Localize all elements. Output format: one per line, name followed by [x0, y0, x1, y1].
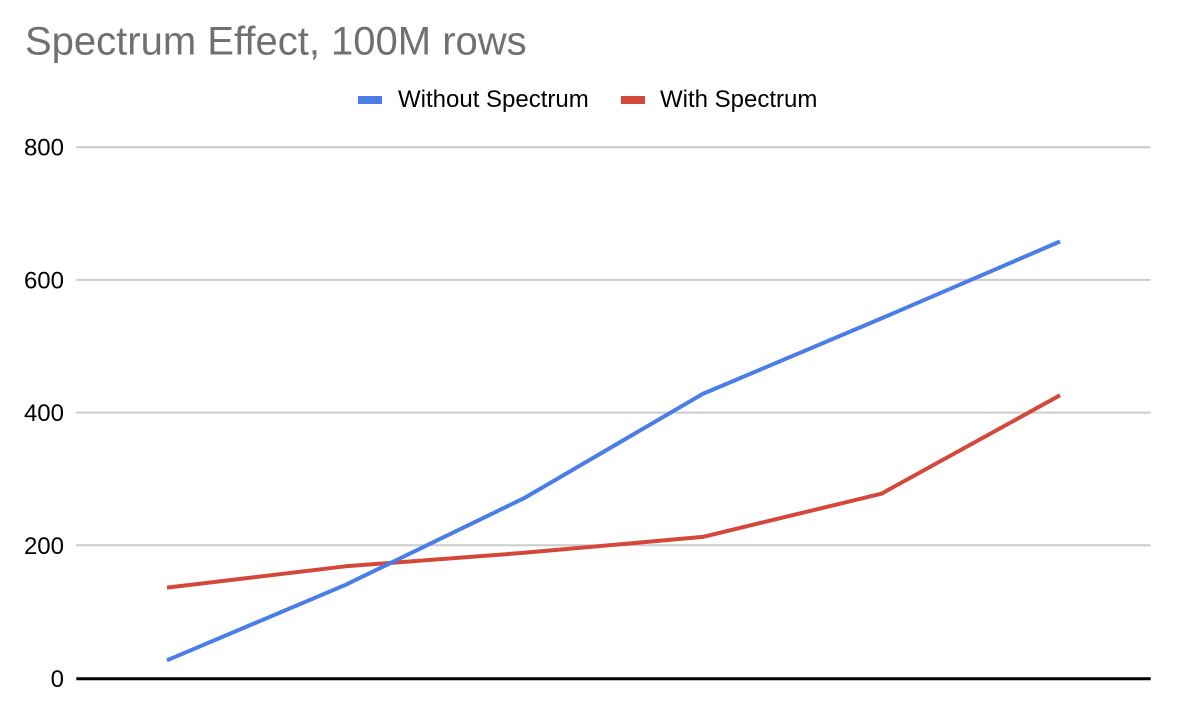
- svg-text:Spectrum Effect, 100M rows: Spectrum Effect, 100M rows: [25, 20, 527, 64]
- svg-text:0: 0: [51, 666, 64, 693]
- svg-text:400: 400: [24, 400, 64, 427]
- svg-text:With Spectrum: With Spectrum: [660, 86, 817, 113]
- svg-text:600: 600: [24, 267, 64, 294]
- svg-text:800: 800: [24, 135, 64, 162]
- svg-text:Without Spectrum: Without Spectrum: [398, 86, 589, 113]
- svg-text:200: 200: [24, 533, 64, 560]
